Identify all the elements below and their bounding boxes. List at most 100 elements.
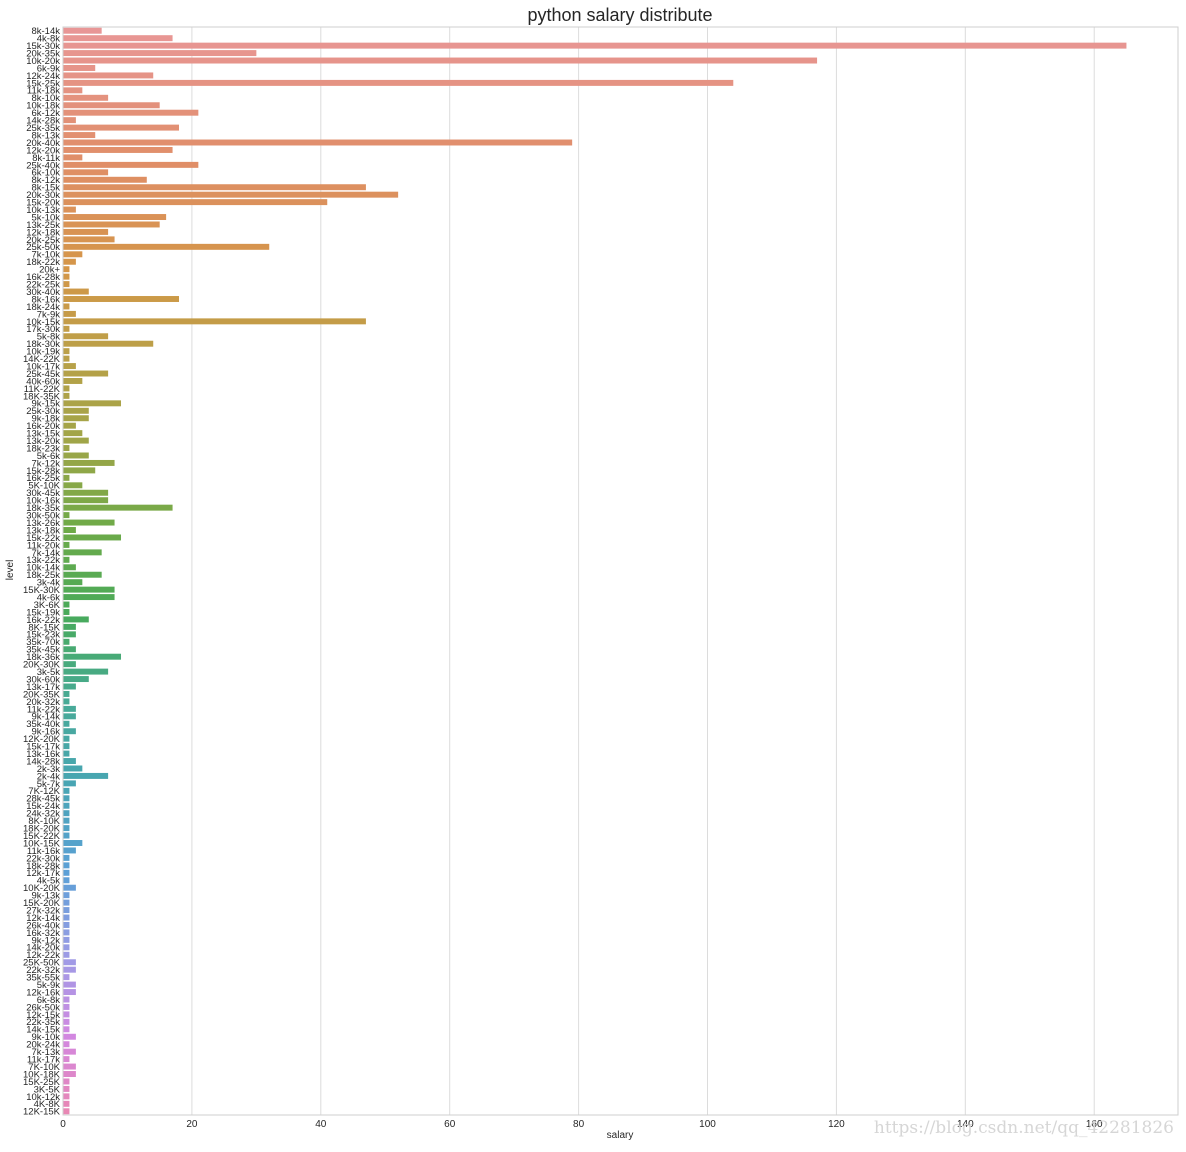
- bar: [63, 966, 76, 973]
- category-label: 35k-55k: [26, 973, 60, 984]
- bar: [63, 683, 76, 690]
- bar: [63, 79, 734, 86]
- category-label: 18k-25k: [26, 570, 60, 581]
- bar: [63, 1093, 70, 1100]
- bar: [63, 251, 83, 258]
- bar: [63, 370, 109, 377]
- bar: [63, 42, 1127, 49]
- category-label: 13k-16k: [26, 749, 60, 760]
- x-tick-labels: 0 20 40 60 80 100 120 140 160: [60, 1119, 1103, 1130]
- category-label: 12k-22k: [26, 950, 60, 961]
- category-label: 5k-10k: [31, 212, 60, 223]
- category-label: 12k-16k: [26, 987, 60, 998]
- category-label: 5k-9k: [37, 980, 60, 991]
- category-label: 13k-26k: [26, 518, 60, 529]
- category-label: 15k-17k: [26, 742, 60, 753]
- category-label: 3K-5K: [34, 1084, 61, 1095]
- category-label: 14k-28k: [26, 116, 60, 127]
- x-tick-label: 20: [186, 1119, 198, 1130]
- bar: [63, 705, 76, 712]
- category-label: 11k-22k: [27, 704, 60, 715]
- category-label: 7K-12K: [28, 786, 60, 797]
- bar: [63, 720, 70, 727]
- bar: [63, 690, 70, 697]
- bar: [63, 772, 109, 779]
- category-label: 10k-12k: [26, 1092, 60, 1103]
- category-label: 30k-60k: [26, 674, 60, 685]
- category-label: 12k-24k: [26, 71, 60, 82]
- category-label: 18k-24k: [26, 302, 60, 313]
- category-label: 16k-25k: [26, 473, 60, 484]
- category-label: 18k-30k: [26, 339, 60, 350]
- bar: [63, 124, 180, 131]
- bar: [63, 132, 96, 139]
- category-label: 15k-30k: [26, 41, 60, 52]
- category-label: 18k-36k: [26, 652, 60, 663]
- category-label: 16k-22k: [26, 615, 60, 626]
- bar: [63, 959, 76, 966]
- category-label: 4k-5k: [37, 876, 60, 887]
- bar: [63, 579, 83, 586]
- category-label: 30k-45k: [26, 488, 60, 499]
- category-label: 3K-6K: [34, 600, 61, 611]
- bar: [63, 169, 109, 176]
- bar: [63, 176, 147, 183]
- bar: [63, 601, 70, 608]
- category-label: 12k-15k: [26, 1010, 60, 1021]
- bar: [63, 653, 122, 660]
- x-tick-label: 120: [828, 1119, 845, 1130]
- bar: [63, 377, 83, 384]
- category-label: 14K-22K: [23, 354, 61, 365]
- bar: [63, 616, 89, 623]
- bar: [63, 869, 70, 876]
- category-label: 20k-40k: [26, 138, 60, 149]
- bar: [63, 310, 76, 317]
- bar: [63, 273, 70, 280]
- bar: [63, 65, 96, 71]
- bar: [63, 527, 76, 533]
- bar: [63, 333, 109, 340]
- category-label: 7K-10K: [28, 1062, 60, 1073]
- bar: [63, 877, 70, 884]
- bar: [63, 623, 76, 630]
- bar: [63, 1048, 76, 1055]
- category-label: 35k-70k: [26, 637, 60, 648]
- bar: [63, 676, 89, 683]
- category-label: 15k-20k: [26, 198, 60, 209]
- category-label: 7k-9k: [37, 309, 60, 320]
- bar: [63, 899, 70, 906]
- bar: [63, 1100, 70, 1107]
- bar: [63, 57, 818, 64]
- bar: [63, 214, 167, 221]
- bar: [63, 825, 70, 832]
- category-label: 6k-12k: [31, 108, 60, 119]
- bar: [63, 847, 76, 854]
- bar: [63, 72, 154, 79]
- category-label: 22k-25k: [26, 279, 60, 290]
- bar: [63, 199, 328, 206]
- x-axis-label: salary: [607, 1130, 634, 1141]
- category-label: 4K-8K: [34, 1099, 61, 1110]
- bar: [63, 817, 70, 824]
- category-label: 8K-10K: [28, 816, 60, 827]
- bar: [63, 974, 70, 981]
- bar: [63, 1108, 70, 1115]
- category-label: 5k-7k: [37, 779, 60, 790]
- category-label: 4k-8k: [37, 34, 60, 45]
- category-label: 4k-6k: [37, 592, 60, 603]
- category-label: 30k-40k: [26, 287, 60, 298]
- category-label: 25k-50k: [26, 242, 60, 253]
- category-label: 20k+: [39, 265, 60, 276]
- category-label: 16k-20k: [26, 421, 60, 432]
- category-label: 18K-35K: [23, 391, 61, 402]
- category-label: 22k-32k: [26, 965, 60, 976]
- category-label: 10k-13k: [26, 205, 60, 216]
- category-label: 14k-15k: [26, 1025, 60, 1036]
- bar: [63, 892, 70, 899]
- category-label: 18k-23k: [26, 443, 60, 454]
- bar: [63, 355, 70, 362]
- bar: [63, 407, 89, 414]
- category-label: 7k-13k: [31, 1047, 60, 1058]
- bar: [63, 489, 109, 496]
